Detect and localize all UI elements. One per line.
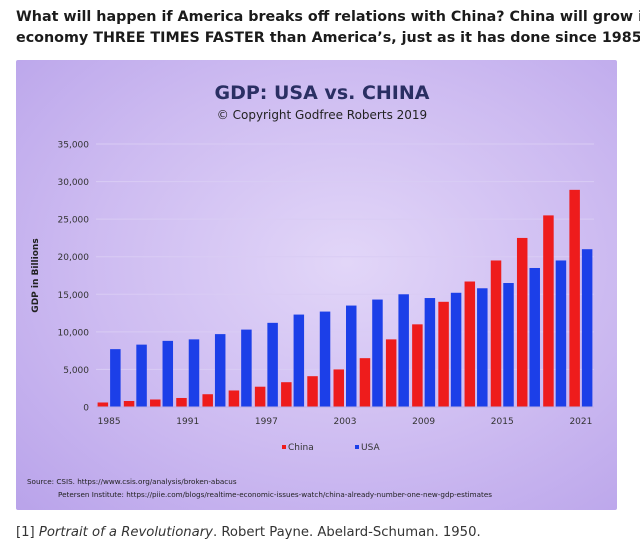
bar-usa-2011 [450,292,462,407]
bar-china-1995 [228,390,240,407]
legend-label-usa: USA [361,443,380,453]
bar-usa-1999 [293,314,305,407]
y-axis-label: GDP in Billions [31,238,41,312]
x-tick-label: 2021 [569,417,592,427]
bar-china-1987 [123,400,135,407]
bar-china-2011 [438,301,449,407]
bar-usa-2015 [503,283,514,407]
bar-china-1985 [97,402,109,407]
footnote: [1] Portrait of a Revolutionary. Robert … [16,525,481,540]
legend-label-china: China [288,443,314,453]
bar-usa-1989 [162,340,174,407]
bar-china-2007 [385,339,397,407]
bar-usa-2007 [398,294,409,407]
y-tick-label: 20,000 [58,253,90,263]
headline-line-1: What will happen if America breaks off r… [16,9,640,25]
bar-china-2005 [359,358,371,407]
bar-usa-2013 [477,288,488,407]
bar-china-1989 [150,399,161,407]
bar-usa-1985 [110,349,121,407]
y-tick-label: 25,000 [58,216,90,226]
bar-usa-2005 [372,299,383,407]
bar-china-2003 [333,369,344,407]
legend-swatch-usa [355,445,359,449]
x-tick-label: 1997 [255,417,278,427]
y-tick-label: 30,000 [58,178,90,188]
gdp-chart: GDP: USA vs. CHINA © Copyright Godfree Ro… [27,82,594,499]
bar-china-2015 [490,260,502,407]
bar-usa-1993 [214,334,226,407]
y-tick-label: 35,000 [58,141,90,151]
bar-usa-2009 [424,298,436,407]
bar-china-2019 [543,215,554,407]
legend-swatch-china [282,445,286,449]
bar-china-1991 [176,397,187,407]
bar-usa-2019 [555,260,567,407]
y-tick-label: 15,000 [58,291,90,301]
chart-title: GDP: USA vs. CHINA [215,82,430,104]
headline: What will happen if America breaks off r… [16,7,640,49]
x-tick-label: 2009 [412,417,435,427]
bar-china-1997 [254,386,266,407]
y-tick-label: 0 [83,404,89,414]
bar-usa-1995 [241,329,252,407]
bar-usa-2021 [581,249,593,407]
source-line-1: Source: CSIS. https://www.csis.org/analy… [27,477,237,486]
bar-china-2001 [307,376,318,407]
footnote-rest: . Robert Payne. Abelard-Schuman. 1950. [212,525,481,540]
headline-line-2: economy THREE TIMES FASTER than America’… [16,30,640,46]
bar-china-1993 [202,394,213,407]
source-line-2: Petersen Institute: https://piie.com/blo… [58,490,492,499]
footnote-marker: [1] [16,525,39,540]
bar-usa-1997 [267,322,278,407]
bar-china-2013 [464,281,476,407]
bar-usa-1991 [188,339,200,407]
chart-subtitle: © Copyright Godfree Roberts 2019 [217,108,427,122]
x-tick-label: 1985 [98,417,121,427]
x-tick-label: 1991 [176,417,199,427]
bar-usa-2001 [319,311,331,407]
bar-usa-2017 [529,267,540,407]
y-tick-label: 10,000 [58,328,90,338]
chart-figure: GDP: USA vs. CHINA © Copyright Godfree Ro… [16,60,617,510]
bar-china-1999 [281,382,292,407]
footnote-title: Portrait of a Revolutionary [38,525,213,540]
bar-china-2021 [569,189,580,407]
bar-usa-2003 [346,305,357,407]
x-tick-label: 2003 [334,417,357,427]
y-tick-label: 5,000 [63,366,89,376]
x-tick-label: 2015 [491,417,514,427]
bar-china-2017 [516,237,528,407]
bar-usa-1987 [136,344,147,407]
bar-china-2009 [412,324,423,407]
